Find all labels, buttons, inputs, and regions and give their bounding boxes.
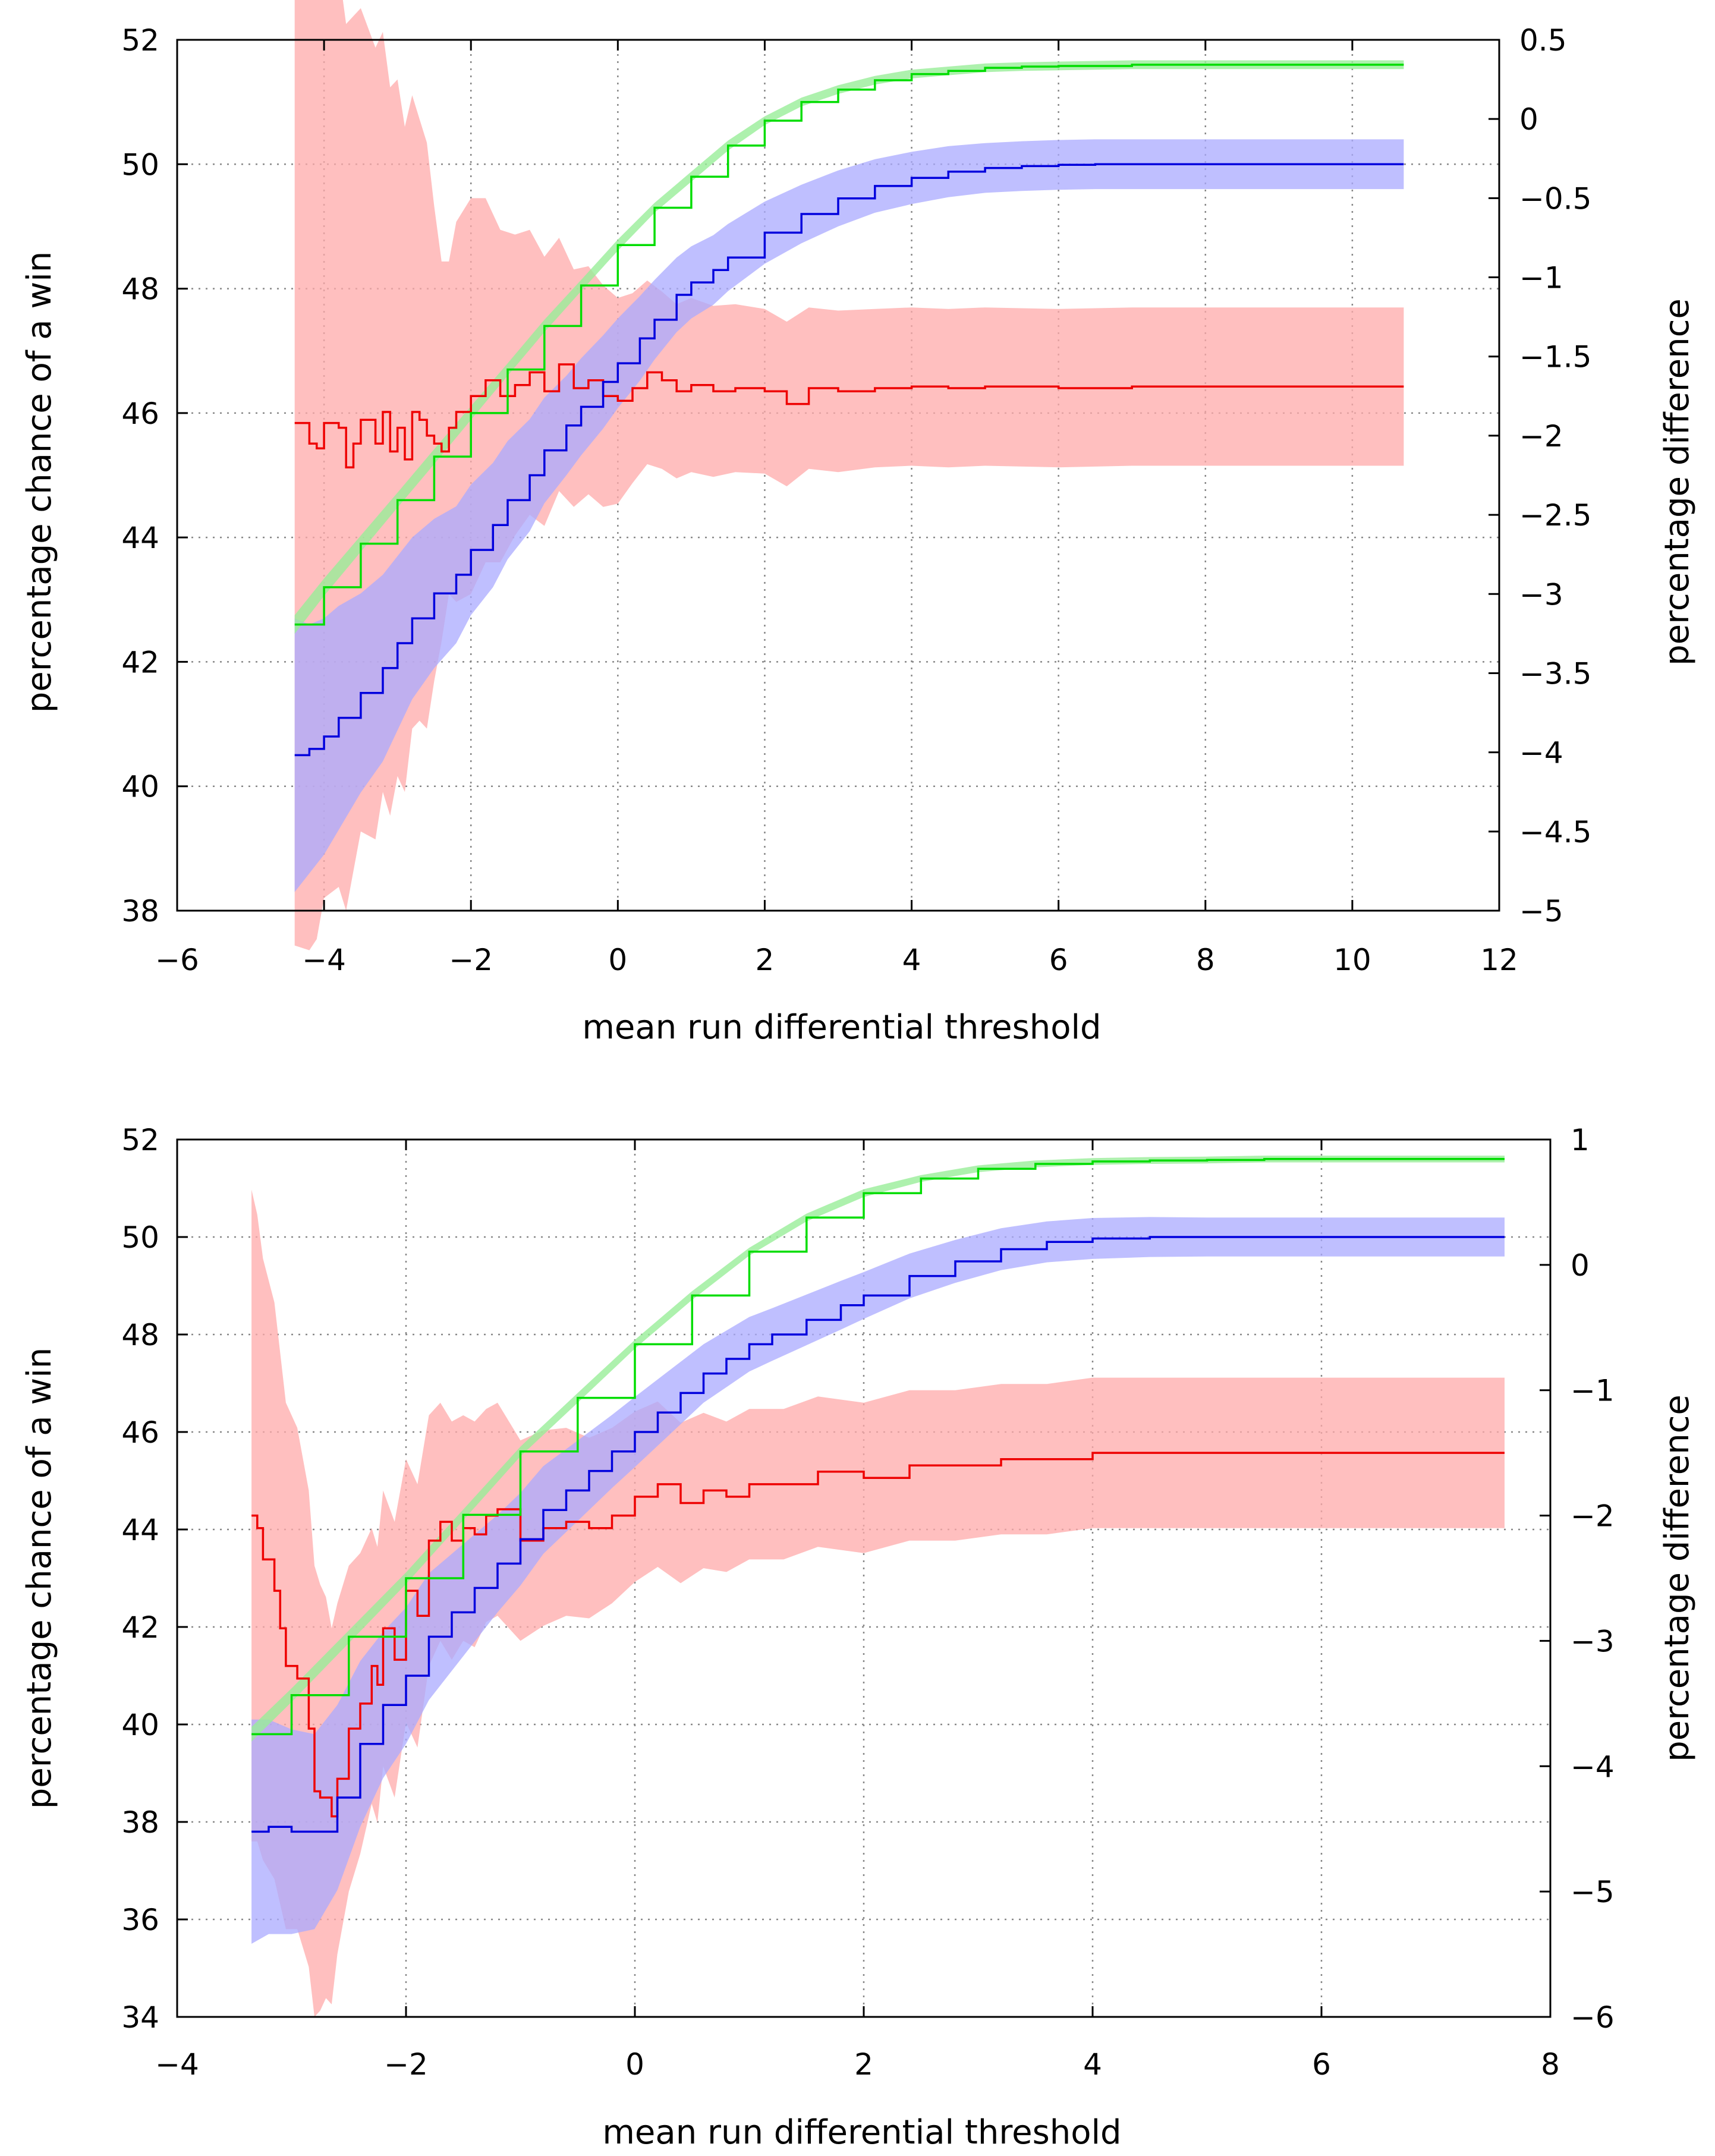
y-tick-label: 48: [121, 1318, 159, 1352]
y2-tick-label: −3.5: [1519, 656, 1591, 691]
y-tick-label: 52: [121, 1123, 159, 1157]
y2-tick-label: 1: [1571, 1123, 1590, 1157]
bottom-chart-ticks: [176, 1138, 1552, 2018]
x-tick-label: 4: [902, 943, 921, 977]
y2-tick-label: −5: [1519, 894, 1563, 929]
x-tick-label: 0: [608, 943, 627, 977]
y2-tick-label: −4: [1519, 736, 1563, 770]
y2-tick-label: −3: [1519, 577, 1563, 612]
y-tick-label: 36: [121, 1903, 159, 1937]
x-tick-label: −4: [155, 2047, 199, 2082]
bottom-chart-y-axis-label: percentage chance of a win: [20, 1348, 59, 1809]
y2-tick-label: −4.5: [1519, 815, 1591, 849]
x-tick-label: 10: [1333, 943, 1371, 977]
y-tick-label: 34: [121, 2000, 159, 2035]
y2-tick-label: −5: [1571, 1875, 1615, 1909]
y2-tick-label: −3: [1571, 1624, 1615, 1658]
y2-tick-label: −2: [1519, 419, 1563, 454]
top-chart-series-lines: [294, 64, 1404, 757]
x-tick-label: 0: [625, 2047, 644, 2082]
y2-tick-label: −2.5: [1519, 498, 1591, 533]
bottom-chart-y2-axis-label: percentage difference: [1658, 1395, 1697, 1762]
y-tick-label: 38: [121, 894, 159, 929]
y-tick-label: 52: [121, 23, 159, 58]
top-chart-y2-tick-labels: −5 −4.5 −4 −3.5 −3 −2.5 −2 −1.5 −1 −0.5 0 0.5: [1519, 23, 1591, 929]
bottom-chart-y-tick-labels: 34 36 38 40 42 44 46 48 50 52: [121, 1123, 159, 2035]
top-chart-ticks: [176, 39, 1500, 912]
y-tick-label: 42: [121, 645, 159, 679]
y2-tick-label: −1: [1519, 261, 1563, 295]
top-chart-x-axis-label: mean run differential threshold: [582, 1008, 1101, 1047]
red-series-error-band: [251, 1189, 1505, 2017]
x-tick-label: 6: [1312, 2047, 1331, 2082]
y2-tick-label: 0.5: [1519, 23, 1567, 58]
x-tick-label: 4: [1083, 2047, 1102, 2082]
y2-tick-label: −1: [1571, 1374, 1615, 1408]
top-chart-y2-axis-label: percentage difference: [1658, 298, 1697, 666]
y-tick-label: 50: [121, 147, 159, 182]
x-tick-label: −2: [384, 2047, 428, 2082]
y2-tick-label: −4: [1571, 1749, 1615, 1784]
bottom-chart-x-axis-label: mean run differential threshold: [602, 2113, 1121, 2152]
x-tick-label: 2: [854, 2047, 873, 2082]
top-chart-y-axis-label: percentage chance of a win: [20, 251, 59, 713]
y2-tick-label: 0: [1571, 1248, 1590, 1283]
x-tick-label: 8: [1541, 2047, 1560, 2082]
y-tick-label: 48: [121, 272, 159, 307]
top-chart-x-tick-labels: −6 −4 −2 0 2 4 6 8 10 12: [155, 943, 1518, 977]
x-tick-label: 12: [1480, 943, 1518, 977]
y-tick-label: 50: [121, 1220, 159, 1255]
x-tick-label: 6: [1049, 943, 1068, 977]
red-series-line: [294, 363, 1404, 468]
blue-series-error-band: [251, 1217, 1505, 1944]
y2-tick-label: −1.5: [1519, 340, 1591, 374]
blue-series-line: [251, 1236, 1505, 1833]
top-chart-y-tick-labels: 38 40 42 44 46 48 50 52: [121, 23, 159, 929]
y-tick-label: 42: [121, 1610, 159, 1645]
y2-tick-label: 0: [1519, 102, 1538, 137]
y-tick-label: 46: [121, 1415, 159, 1450]
y-tick-label: 46: [121, 396, 159, 431]
green-series-line: [294, 64, 1404, 626]
x-tick-label: 2: [756, 943, 775, 977]
blue-series-line: [294, 163, 1404, 757]
top-chart-error-bands: [294, 0, 1404, 950]
green-series-line: [251, 1158, 1505, 1736]
bottom-chart-series-lines: [251, 1158, 1505, 1833]
bottom-chart-x-tick-labels: −4 −2 0 2 4 6 8: [155, 2047, 1560, 2082]
y-tick-label: 40: [121, 1708, 159, 1742]
top-chart-plot-frame: [176, 39, 1500, 912]
y-tick-label: 44: [121, 1513, 159, 1547]
x-tick-label: −6: [155, 943, 199, 977]
bottom-chart-error-bands: [251, 1156, 1505, 2017]
x-tick-label: −4: [302, 943, 346, 977]
y-tick-label: 44: [121, 521, 159, 555]
y2-tick-label: −2: [1571, 1499, 1615, 1534]
x-tick-label: 8: [1196, 943, 1215, 977]
y2-tick-label: −6: [1571, 2000, 1615, 2035]
y-tick-label: 38: [121, 1805, 159, 1840]
y2-tick-label: −0.5: [1519, 181, 1591, 216]
blue-series-error-band: [294, 139, 1404, 892]
x-tick-label: −2: [449, 943, 493, 977]
y-tick-label: 40: [121, 770, 159, 804]
bottom-chart-y2-tick-labels: −6 −5 −4 −3 −2 −1 0 1: [1571, 1123, 1615, 2035]
